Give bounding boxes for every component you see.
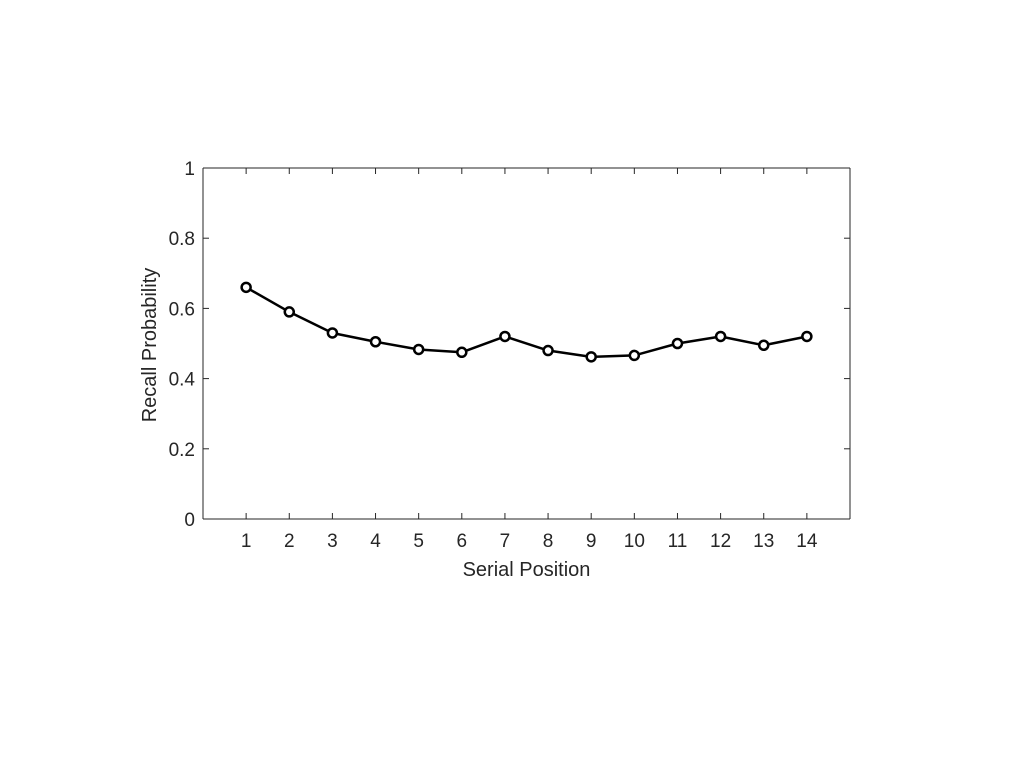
series-line <box>245 286 808 359</box>
y-tick-label: 1 <box>184 159 195 180</box>
data-point <box>499 330 511 343</box>
data-point <box>542 344 554 357</box>
x-tick-label: 3 <box>327 531 338 552</box>
y-tick-label: 0.2 <box>169 440 195 461</box>
x-axis-ticks: 1 2 3 4 5 6 7 8 9 10 11 12 13 14 <box>241 168 818 552</box>
x-tick-label: 4 <box>370 531 381 552</box>
axes <box>202 167 851 520</box>
data-point <box>585 351 597 363</box>
y-tick-label: 0.4 <box>169 370 196 391</box>
x-tick-label: 9 <box>586 531 597 552</box>
x-axis-label: Serial Position <box>463 559 591 581</box>
x-tick-label: 1 <box>241 531 252 552</box>
data-point <box>801 330 813 343</box>
y-tick-label: 0.6 <box>169 299 195 320</box>
x-tick-label: 5 <box>413 531 424 552</box>
data-point <box>283 306 296 318</box>
y-tick-label: 0.8 <box>169 229 195 250</box>
y-axis-ticks: 0 0.2 0.4 0.6 0.8 1 <box>169 159 850 531</box>
data-point <box>714 330 727 343</box>
data-point <box>240 281 252 294</box>
x-tick-label: 10 <box>624 531 645 552</box>
x-tick-label: 14 <box>796 531 818 552</box>
data-point <box>671 337 684 350</box>
x-tick-label: 13 <box>753 531 774 552</box>
x-tick-label: 7 <box>500 531 511 552</box>
data-point <box>369 336 382 348</box>
y-axis-label: Recall Probability <box>139 268 161 423</box>
y-tick-label: 0 <box>184 510 195 531</box>
data-point <box>757 339 770 351</box>
data-point <box>326 327 339 339</box>
x-tick-label: 12 <box>710 531 731 552</box>
x-tick-label: 2 <box>284 531 295 552</box>
data-point <box>412 343 425 356</box>
data-point <box>628 349 641 362</box>
x-tick-label: 11 <box>668 531 688 552</box>
data-point <box>456 346 468 359</box>
x-tick-label: 8 <box>543 531 554 552</box>
x-tick-label: 6 <box>457 531 468 552</box>
series-group <box>240 281 813 363</box>
